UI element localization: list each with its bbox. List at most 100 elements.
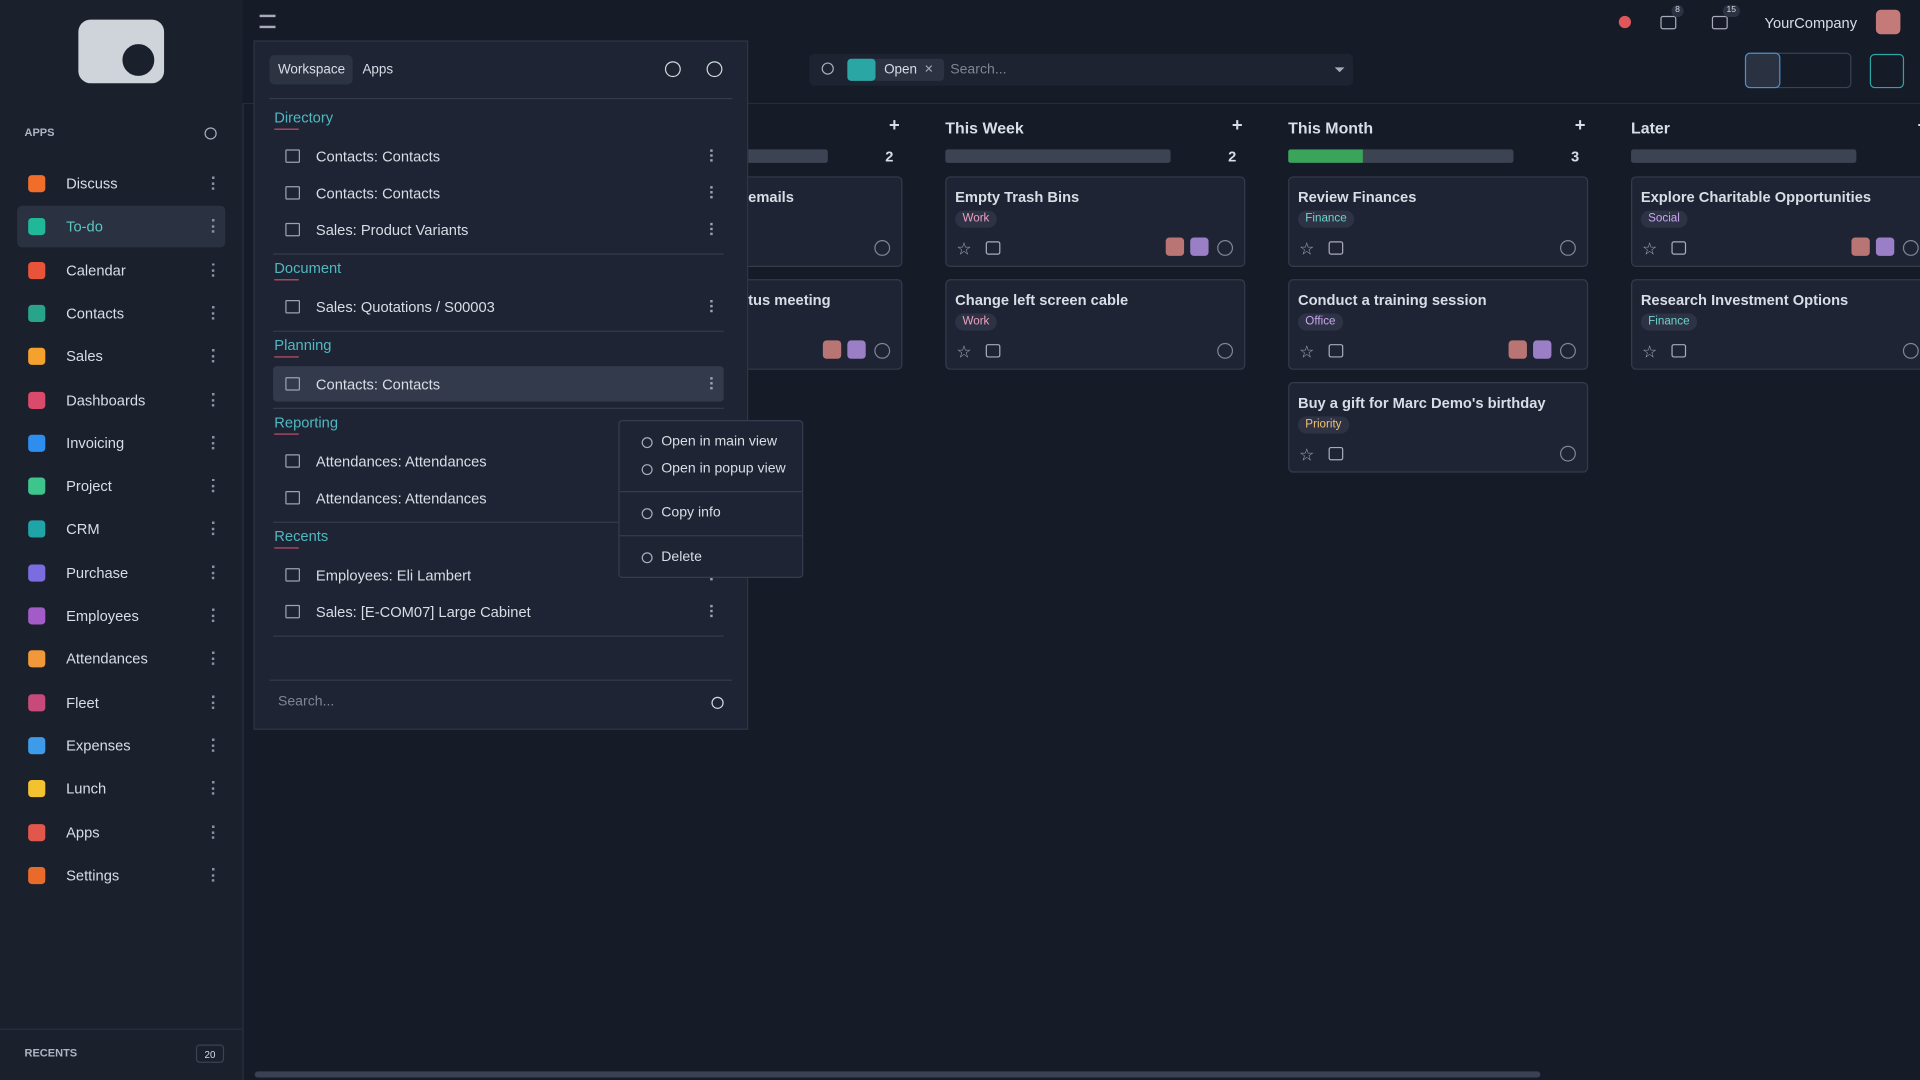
app-more[interactable]: [211, 651, 217, 666]
messages-icon[interactable]: [1660, 15, 1677, 30]
app-more[interactable]: [211, 262, 217, 277]
panel-search[interactable]: Search...: [277, 694, 335, 709]
item-label[interactable]: Employees: Eli Lambert: [315, 566, 472, 585]
app-name[interactable]: Expenses: [66, 737, 131, 755]
activity[interactable]: [1328, 446, 1344, 461]
app-name[interactable]: Contacts: [66, 304, 125, 322]
app-more[interactable]: [211, 219, 217, 234]
app-name[interactable]: Dashboards: [66, 391, 146, 409]
app-more[interactable]: [211, 867, 217, 882]
item-label[interactable]: Contacts: Contacts: [315, 375, 441, 394]
app-more[interactable]: [211, 781, 217, 795]
item-label[interactable]: Sales: Product Variants: [315, 221, 469, 239]
app-more[interactable]: [211, 435, 217, 450]
card[interactable]: Explore Charitable Opportunities Social ☆: [1631, 176, 1920, 267]
activities-icon[interactable]: [1711, 15, 1728, 30]
activity[interactable]: [1328, 241, 1344, 255]
globe[interactable]: [706, 61, 723, 78]
item-label[interactable]: Contacts: Contacts: [315, 148, 441, 166]
star[interactable]: ☆: [1299, 444, 1315, 465]
state[interactable]: [1902, 240, 1919, 256]
panel-search-icon[interactable]: [711, 696, 724, 709]
app-name[interactable]: Lunch: [66, 780, 107, 798]
activity[interactable]: [985, 241, 1001, 255]
star[interactable]: ☆: [956, 238, 972, 259]
app-name[interactable]: Settings: [66, 866, 120, 884]
menu-toggle[interactable]: [259, 14, 276, 29]
app-name[interactable]: Project: [66, 477, 112, 495]
card[interactable]: Research Investment Options Finance ☆: [1631, 279, 1920, 370]
state[interactable]: [874, 240, 891, 256]
star[interactable]: ☆: [1299, 341, 1315, 362]
activity[interactable]: [1328, 344, 1344, 358]
item-more[interactable]: [710, 186, 713, 199]
card[interactable]: Buy a gift for Marc Demo's birthday Prior…: [1288, 382, 1589, 473]
card[interactable]: Conduct a training session Office ☆: [1288, 279, 1589, 370]
state[interactable]: [1560, 342, 1576, 359]
app-name[interactable]: Discuss: [66, 175, 118, 193]
active-view[interactable]: [1744, 52, 1781, 89]
state[interactable]: [1902, 342, 1919, 359]
item-more[interactable]: [710, 222, 713, 236]
item-label[interactable]: Sales: Quotations / S00003: [315, 298, 495, 316]
card[interactable]: Review Finances Finance ☆: [1288, 176, 1589, 267]
card[interactable]: Empty Trash Bins Work ☆: [945, 176, 1246, 267]
app-name[interactable]: Apps: [66, 823, 100, 841]
activity[interactable]: [1671, 241, 1687, 255]
column-add[interactable]: +: [1918, 115, 1920, 136]
app-more[interactable]: [211, 478, 217, 493]
app-more[interactable]: [211, 608, 217, 623]
app-more[interactable]: [211, 565, 217, 579]
column-add[interactable]: +: [888, 115, 900, 136]
state[interactable]: [1560, 445, 1576, 462]
item-more[interactable]: [710, 149, 713, 162]
menu-item[interactable]: Delete: [661, 549, 702, 565]
search-input[interactable]: Search...: [950, 62, 1007, 78]
tab[interactable]: Apps: [362, 62, 394, 78]
item-label[interactable]: Attendances: Attendances: [315, 489, 487, 507]
app-more[interactable]: [211, 305, 217, 320]
menu-item[interactable]: Open in main view: [661, 434, 778, 450]
state[interactable]: [1560, 240, 1576, 256]
app-more[interactable]: [211, 392, 217, 406]
avatar[interactable]: [1875, 9, 1901, 35]
card[interactable]: Change left screen cable Work ☆: [945, 279, 1246, 370]
state[interactable]: [874, 342, 891, 359]
column-add[interactable]: +: [1231, 115, 1243, 136]
app-name[interactable]: Fleet: [66, 693, 99, 711]
app-more[interactable]: [211, 522, 217, 536]
column-add[interactable]: +: [1574, 115, 1586, 136]
activity[interactable]: [1671, 344, 1687, 358]
app-name[interactable]: Purchase: [66, 564, 129, 582]
theme-toggle[interactable]: [664, 61, 681, 78]
toggle-button[interactable]: [1869, 53, 1905, 89]
app-name[interactable]: Calendar: [66, 261, 126, 279]
app-more[interactable]: [211, 695, 217, 709]
star[interactable]: ☆: [1299, 238, 1315, 259]
item-label[interactable]: Attendances: Attendances: [315, 453, 487, 471]
activity[interactable]: [985, 344, 1001, 358]
state[interactable]: [1217, 342, 1234, 359]
item-more[interactable]: [710, 300, 713, 313]
state[interactable]: [1217, 240, 1234, 256]
search-dropdown[interactable]: [1334, 67, 1345, 73]
item-label[interactable]: Sales: [E-COM07] Large Cabinet: [315, 603, 531, 621]
app-name[interactable]: To-do: [66, 218, 103, 236]
company[interactable]: YourCompany: [1764, 14, 1858, 32]
star[interactable]: ☆: [956, 341, 972, 362]
app-name[interactable]: Invoicing: [66, 434, 125, 452]
tab[interactable]: Workspace: [277, 62, 346, 78]
item-label[interactable]: Contacts: Contacts: [315, 184, 441, 203]
item-more[interactable]: [710, 377, 713, 390]
star[interactable]: ☆: [1642, 238, 1658, 259]
item-more[interactable]: [710, 604, 713, 618]
app-more[interactable]: [211, 738, 217, 752]
app-more[interactable]: [211, 176, 217, 190]
menu-item[interactable]: Open in popup view: [661, 461, 786, 477]
apps-search[interactable]: [204, 127, 217, 140]
app-name[interactable]: Sales: [66, 347, 103, 366]
filter-remove[interactable]: ×: [924, 60, 934, 78]
menu-item[interactable]: Copy info: [661, 505, 721, 521]
app-name[interactable]: CRM: [66, 520, 100, 539]
app-more[interactable]: [211, 824, 217, 839]
